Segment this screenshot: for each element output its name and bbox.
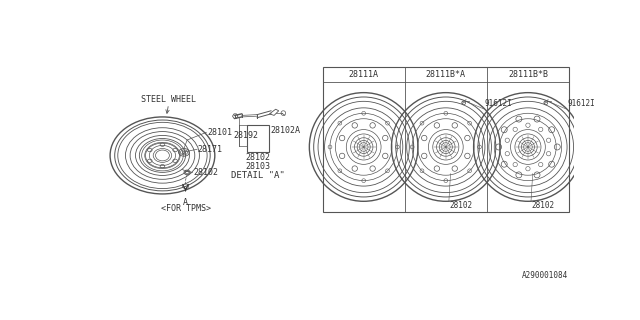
Text: 28171: 28171 xyxy=(198,145,223,154)
Text: 28111A: 28111A xyxy=(349,70,379,79)
Text: 91612I: 91612I xyxy=(485,99,513,108)
Text: 28102: 28102 xyxy=(245,153,271,162)
Text: A290001084: A290001084 xyxy=(522,271,568,280)
Text: 28103: 28103 xyxy=(245,163,271,172)
Text: 28102: 28102 xyxy=(450,201,473,210)
Text: 28192: 28192 xyxy=(234,131,259,140)
Text: 28102: 28102 xyxy=(193,168,218,177)
Text: 91612I: 91612I xyxy=(567,99,595,108)
Text: 28102A: 28102A xyxy=(270,126,300,135)
Text: 28111B*A: 28111B*A xyxy=(426,70,466,79)
Text: A: A xyxy=(183,198,188,207)
Bar xyxy=(247,124,269,152)
Text: DETAIL "A": DETAIL "A" xyxy=(231,171,285,180)
Bar xyxy=(323,67,569,212)
Text: STEEL WHEEL: STEEL WHEEL xyxy=(141,95,196,104)
Text: 28102: 28102 xyxy=(532,201,555,210)
Text: <FOR TPMS>: <FOR TPMS> xyxy=(161,204,211,213)
Text: 28111B*B: 28111B*B xyxy=(508,70,548,79)
Text: 28101: 28101 xyxy=(207,128,232,137)
